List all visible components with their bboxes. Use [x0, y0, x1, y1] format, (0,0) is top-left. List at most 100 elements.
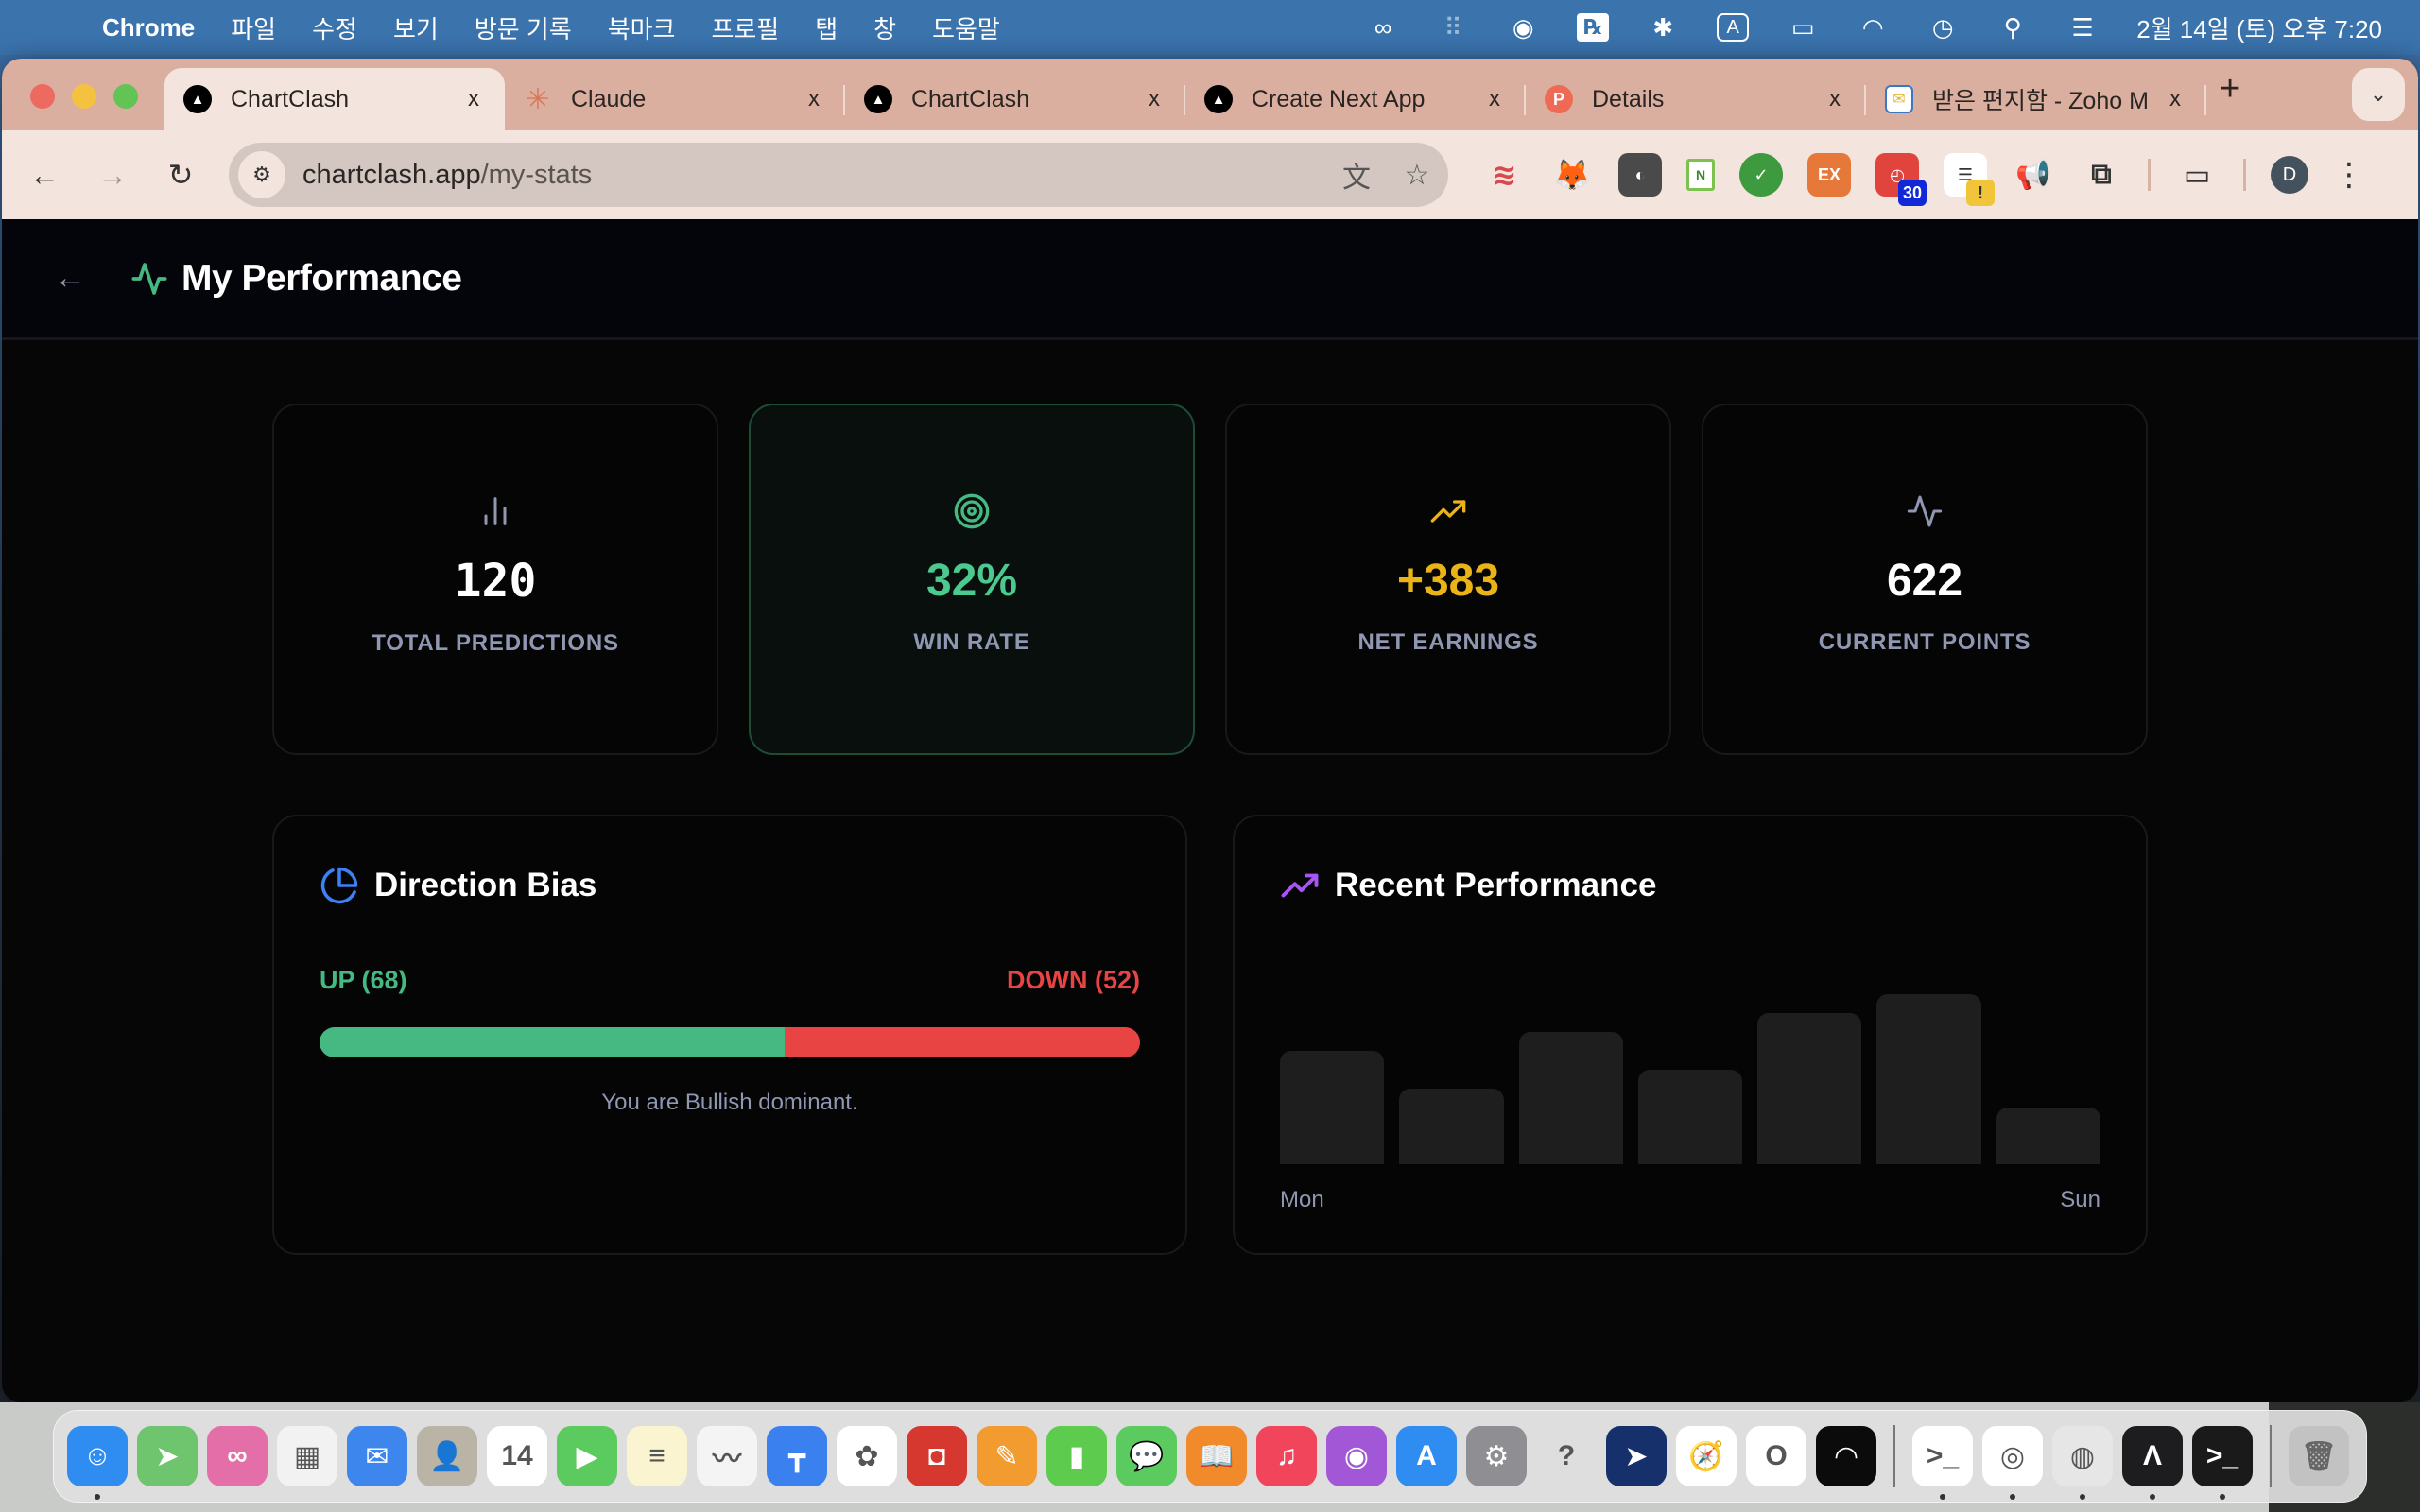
- tab-details[interactable]: P Details x: [1526, 68, 1866, 130]
- dock-keynote-icon[interactable]: ┳: [767, 1426, 827, 1486]
- dock-creative-app-icon[interactable]: ∞: [207, 1426, 268, 1486]
- bias-bar-down-segment: [784, 1027, 1140, 1057]
- panel-header: Recent Performance: [1280, 862, 2100, 909]
- dock-disk-utility-icon[interactable]: ◍: [2052, 1426, 2113, 1500]
- extensions-puzzle-icon[interactable]: ⧉: [2091, 159, 2112, 190]
- dock-pages-icon[interactable]: ✎: [977, 1426, 1037, 1486]
- dock-notes-icon[interactable]: ≡: [627, 1426, 687, 1486]
- menu-bookmarks[interactable]: 북마크: [607, 14, 676, 43]
- creative-cloud-icon[interactable]: ∞: [1374, 12, 1392, 42]
- tasks-extension-icon[interactable]: ☰!: [1944, 153, 1995, 206]
- menu-tab[interactable]: 탭: [815, 14, 838, 43]
- tab-search-button[interactable]: ⌄: [2352, 68, 2405, 121]
- dock-messages-icon[interactable]: 💬: [1116, 1426, 1177, 1486]
- dock-system-settings-icon[interactable]: ⚙: [1466, 1426, 1527, 1486]
- dock-app-store-icon[interactable]: A: [1396, 1426, 1457, 1486]
- tab-close-icon[interactable]: x: [808, 86, 820, 112]
- more-menu-icon[interactable]: ⋮: [2333, 157, 2365, 193]
- stat-value: +383: [1396, 556, 1500, 606]
- megaphone-extension-icon[interactable]: 📢: [2015, 159, 2051, 191]
- reload-button[interactable]: ↻: [167, 158, 194, 192]
- dock-facetime-icon[interactable]: ▶: [557, 1426, 617, 1486]
- tab-chartclash-active[interactable]: ▲ ChartClash x: [164, 68, 505, 130]
- wifi-icon[interactable]: ◠: [1861, 12, 1884, 42]
- back-button[interactable]: ←: [29, 157, 60, 192]
- metamask-extension-icon[interactable]: 🦊: [1553, 158, 1591, 192]
- dock-numbers-icon[interactable]: ▮: [1046, 1426, 1107, 1486]
- rx-icon[interactable]: ℞: [1577, 13, 1610, 42]
- dock-contacts-icon[interactable]: 👤: [417, 1426, 477, 1486]
- tab-close-icon[interactable]: x: [1829, 86, 1841, 112]
- ex-extension-icon[interactable]: EX: [1807, 153, 1851, 197]
- tab-claude[interactable]: ✳ Claude x: [505, 68, 845, 130]
- tab-close-icon[interactable]: x: [468, 86, 479, 112]
- dock-photo-booth-icon[interactable]: ◘: [907, 1426, 967, 1486]
- close-window-button[interactable]: [30, 84, 55, 109]
- spotlight-icon[interactable]: ⚲: [2003, 12, 2022, 42]
- new-tab-button[interactable]: +: [2220, 68, 2241, 109]
- dock-books-icon[interactable]: 📖: [1186, 1426, 1247, 1486]
- dock-terminal-ai-icon[interactable]: >_: [1912, 1426, 1973, 1500]
- tab-label: 받은 편지함 - Zoho M: [1932, 88, 2149, 114]
- note-extension-icon[interactable]: N: [1686, 159, 1715, 191]
- menu-history[interactable]: 방문 기록: [474, 14, 572, 43]
- dock-photos-icon[interactable]: ✿: [837, 1426, 897, 1486]
- control-center-icon[interactable]: ☰: [2071, 12, 2094, 42]
- menu-help[interactable]: 도움말: [932, 14, 1000, 43]
- battery-charging-icon[interactable]: ▭: [1790, 12, 1815, 42]
- input-source-icon[interactable]: A: [1717, 13, 1750, 42]
- dock-launchpad-icon[interactable]: ▦: [277, 1426, 337, 1486]
- cast-icon[interactable]: ▭: [2183, 159, 2211, 191]
- dock-maps-icon[interactable]: ➤: [137, 1426, 198, 1486]
- menu-window[interactable]: 창: [873, 14, 897, 43]
- performance-bar-chart: [1280, 975, 2100, 1164]
- time-machine-icon[interactable]: ◷: [1931, 12, 1954, 42]
- panel-title: Direction Bias: [374, 867, 597, 903]
- back-arrow-button[interactable]: ←: [54, 260, 86, 296]
- grid-icon[interactable]: ⠿: [1443, 12, 1462, 42]
- menu-profiles[interactable]: 프로필: [711, 14, 780, 43]
- dock-safari-icon[interactable]: 🧭: [1676, 1426, 1737, 1486]
- dock-calendar-icon[interactable]: 14: [487, 1426, 547, 1486]
- dock-arc-like-icon[interactable]: Λ: [2122, 1426, 2183, 1500]
- disc-icon[interactable]: ◉: [1512, 12, 1534, 42]
- profile-avatar[interactable]: D: [2271, 156, 2308, 194]
- translate-icon[interactable]: 文: [1342, 163, 1371, 194]
- tab-close-icon[interactable]: x: [1489, 86, 1500, 112]
- menu-view[interactable]: 보기: [392, 14, 439, 43]
- menu-file[interactable]: 파일: [231, 14, 277, 43]
- dock-trash-icon[interactable]: 🗑: [2289, 1426, 2349, 1486]
- dock-chrome-icon[interactable]: ◎: [1982, 1426, 2043, 1500]
- menu-clock[interactable]: 2월 14일 (토) 오후 7:20: [2136, 14, 2382, 43]
- tab-chartclash[interactable]: ▲ ChartClash x: [845, 68, 1185, 130]
- dock-mail-icon[interactable]: ✉: [347, 1426, 407, 1486]
- forward-button[interactable]: →: [97, 157, 128, 192]
- calendar-extension-icon[interactable]: ◴ 30: [1876, 153, 1927, 206]
- dock-freeform-icon[interactable]: 〰: [697, 1426, 757, 1486]
- menu-edit[interactable]: 수정: [312, 14, 357, 43]
- dock-unknown-app-icon[interactable]: ?: [1557, 1440, 1576, 1471]
- dock-podcasts-icon[interactable]: ◉: [1326, 1426, 1387, 1486]
- dock-opera-icon[interactable]: O: [1746, 1426, 1806, 1486]
- dock-music-icon[interactable]: ♫: [1256, 1426, 1317, 1486]
- tab-create-next-app[interactable]: ▲ Create Next App x: [1185, 68, 1526, 130]
- dock-terminal-icon[interactable]: >_: [2192, 1426, 2253, 1500]
- tab-zoho-mail[interactable]: ✉ 받은 편지함 - Zoho M x: [1866, 68, 2206, 130]
- screen-recorder-extension-icon[interactable]: ◐: [1618, 153, 1662, 197]
- minimize-window-button[interactable]: [72, 84, 96, 109]
- dock-telegram-like-icon[interactable]: ➤: [1606, 1426, 1667, 1486]
- dock-wave-app-icon[interactable]: ◠: [1816, 1426, 1876, 1486]
- tab-close-icon[interactable]: x: [1149, 86, 1160, 112]
- check-extension-icon[interactable]: ✓: [1739, 153, 1783, 197]
- url-text[interactable]: chartclash.app/my-stats: [302, 160, 1318, 191]
- address-bar[interactable]: ⚙ chartclash.app/my-stats 文 ☆: [229, 143, 1448, 207]
- expressvpn-extension-icon[interactable]: ≋: [1491, 158, 1517, 192]
- dock-finder-icon[interactable]: ☺: [67, 1426, 128, 1500]
- menu-app-name[interactable]: Chrome: [102, 12, 196, 42]
- bar-mon: [1280, 1051, 1385, 1164]
- bluetooth-icon[interactable]: ✱: [1652, 12, 1674, 42]
- bookmark-star-icon[interactable]: ☆: [1404, 159, 1430, 191]
- site-info-icon[interactable]: ⚙: [238, 151, 285, 198]
- fullscreen-window-button[interactable]: [113, 84, 138, 109]
- tab-close-icon[interactable]: x: [2169, 86, 2181, 112]
